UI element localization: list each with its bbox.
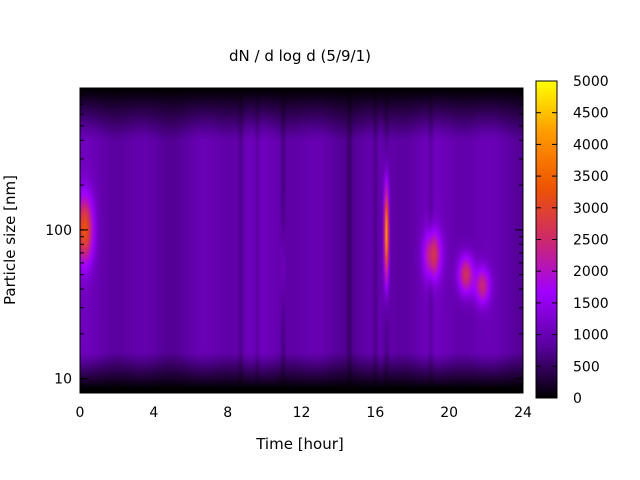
chart-title: dN / d log d (5/9/1) <box>229 47 371 65</box>
colorbar-tick-label: 5000 <box>573 74 609 90</box>
x-tick-label: 8 <box>223 405 232 421</box>
colorbar-tick-label: 0 <box>573 391 582 407</box>
colorbar-tick-label: 4000 <box>573 137 609 153</box>
heatmap-image <box>80 88 523 393</box>
colorbar-tick-label: 2000 <box>573 264 609 280</box>
colorbar-ticks: 0 500 1000 1500 2000 2500 3000 3500 4000 4500 5000 <box>536 74 609 407</box>
x-tick-label: 4 <box>149 405 158 421</box>
y-tick-label: 10 <box>54 372 72 388</box>
colorbar-tick-label: 1500 <box>573 296 609 312</box>
colorbar-tick-label: 4500 <box>573 106 609 122</box>
y-tick-label: 100 <box>45 223 72 239</box>
colorbar-tick-label: 3000 <box>573 201 609 217</box>
heatmap-plot-area <box>79 87 524 394</box>
x-tick-label: 16 <box>366 405 384 421</box>
colorbar-tick-label: 2500 <box>573 233 609 249</box>
colorbar-tick-label: 500 <box>573 359 600 375</box>
x-axis-label: Time [hour] <box>255 435 344 453</box>
colorbar-tick-label: 3500 <box>573 169 609 185</box>
y-axis: 10 100 <box>45 87 523 394</box>
x-tick-label: 20 <box>440 405 458 421</box>
y-axis-label: Particle size [nm] <box>1 175 19 305</box>
x-tick-label: 24 <box>514 405 532 421</box>
colorbar-tick-label: 1000 <box>573 328 609 344</box>
x-axis: 0 4 8 12 16 20 24 <box>76 88 532 421</box>
x-tick-label: 0 <box>76 405 85 421</box>
x-tick-label: 12 <box>293 405 311 421</box>
